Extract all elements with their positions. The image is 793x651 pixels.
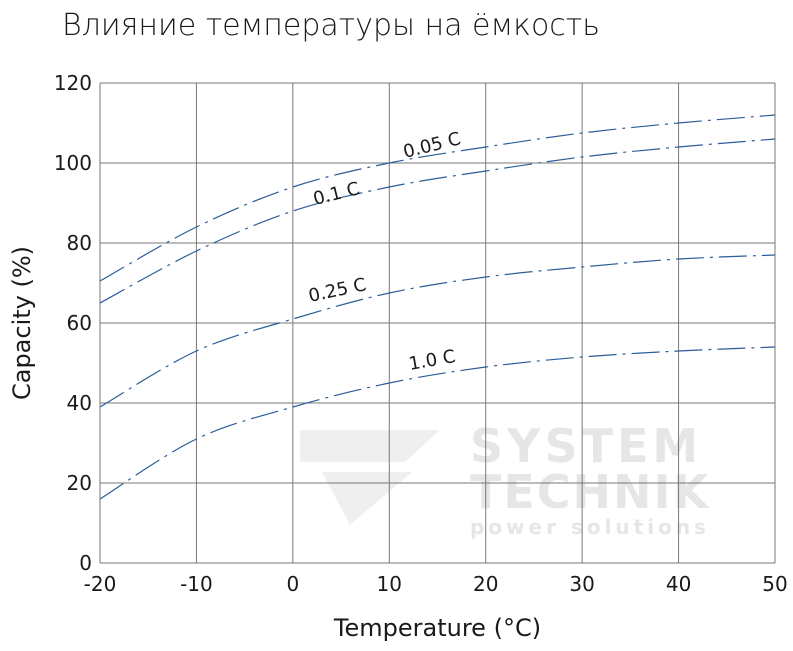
x-tick-label: 10 — [377, 572, 402, 596]
y-tick-label: 20 — [67, 471, 92, 495]
x-axis-label: Temperature (°C) — [333, 614, 541, 642]
x-tick-label: 50 — [762, 572, 787, 596]
chart-title: Влияние температуры на ёмкость — [62, 8, 600, 43]
watermark-logo — [300, 430, 440, 525]
series-label: 0.1 C — [311, 178, 362, 210]
y-tick-label: 80 — [67, 231, 92, 255]
y-tick-label: 0 — [79, 551, 92, 575]
y-tick-label: 40 — [67, 391, 92, 415]
series-label: 0.25 C — [307, 274, 368, 307]
x-tick-label: -10 — [180, 572, 213, 596]
series-label: 0.05 C — [401, 128, 463, 162]
y-axis-label: Capacity (%) — [8, 246, 36, 400]
y-tick-label: 60 — [67, 311, 92, 335]
series-line — [99, 138, 776, 304]
watermark-text: SYSTEM — [470, 419, 702, 473]
watermark-text: power solutions — [470, 515, 710, 539]
x-tick-label: 40 — [666, 572, 691, 596]
x-tick-label: 30 — [569, 572, 594, 596]
y-tick-label: 100 — [54, 151, 92, 175]
series-line — [99, 114, 776, 282]
x-tick-label: 0 — [286, 572, 299, 596]
x-tick-label: 20 — [473, 572, 498, 596]
watermark-text: TECHNIK — [470, 465, 711, 519]
series-line — [99, 254, 776, 408]
y-tick-label: 120 — [54, 71, 92, 95]
series-line — [99, 346, 776, 500]
series-label: 1.0 C — [407, 346, 457, 375]
x-tick-label: -20 — [84, 572, 117, 596]
